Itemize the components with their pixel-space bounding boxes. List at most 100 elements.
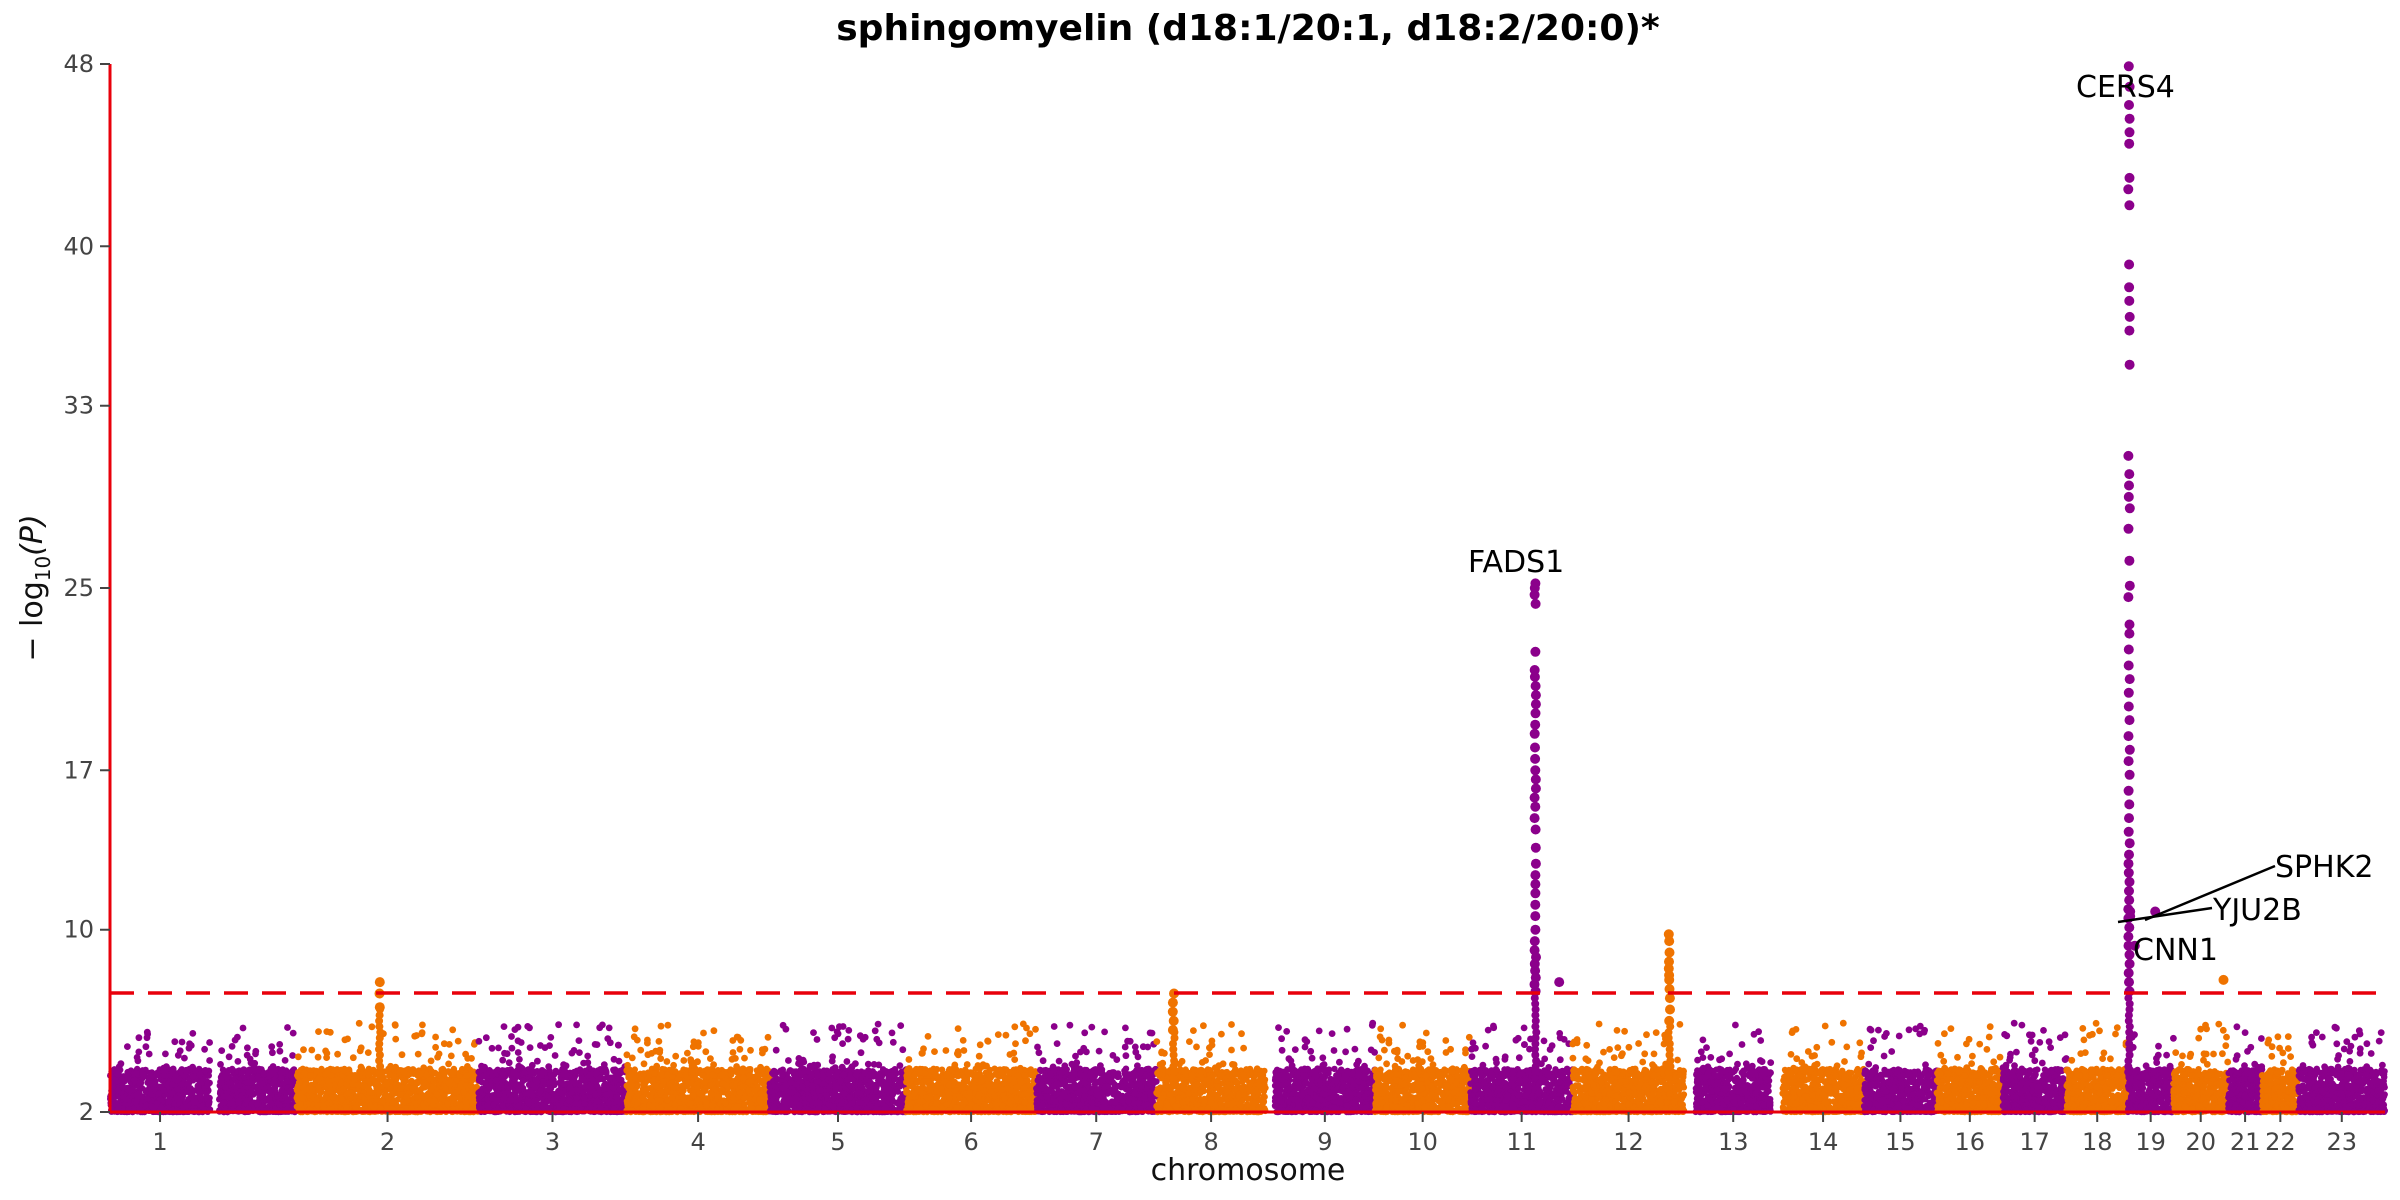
data-point [172, 1072, 179, 1079]
data-point [420, 1079, 428, 1086]
data-point [120, 1084, 127, 1091]
data-point [606, 1075, 613, 1083]
data-point [640, 1060, 648, 1068]
data-point [728, 1055, 736, 1063]
data-point [537, 1042, 544, 1049]
data-point [186, 1040, 194, 1048]
data-point [741, 1100, 748, 1108]
data-point [320, 1096, 327, 1103]
data-point [269, 1049, 276, 1057]
data-point [445, 1041, 453, 1048]
data-point [670, 1061, 677, 1069]
data-point [375, 1090, 383, 1097]
data-point [433, 1091, 441, 1098]
data-point [499, 1056, 507, 1064]
data-point [510, 1079, 517, 1087]
data-point [245, 1089, 253, 1096]
data-point [694, 1085, 701, 1092]
data-point [647, 1084, 654, 1092]
data-point [181, 1054, 188, 1062]
data-point [671, 1068, 679, 1075]
data-point [653, 1062, 661, 1070]
data-point [111, 1079, 118, 1086]
data-point [504, 1082, 511, 1089]
data-point [757, 1063, 764, 1071]
data-point [266, 1088, 273, 1095]
data-point [176, 1047, 184, 1055]
data-point [764, 1033, 772, 1041]
data-point [493, 1088, 501, 1096]
data-point [234, 1058, 242, 1065]
data-point [169, 1081, 176, 1088]
data-point [515, 1062, 523, 1070]
data-point [626, 1075, 634, 1082]
data-point [651, 1070, 658, 1077]
data-point [246, 1079, 253, 1086]
data-point [709, 1102, 716, 1109]
data-point [660, 1078, 667, 1085]
data-point [300, 1046, 307, 1054]
data-point [352, 1104, 360, 1111]
data-point [117, 1060, 125, 1068]
data-point [526, 1044, 534, 1051]
data-point [171, 1038, 179, 1046]
data-point [218, 1077, 225, 1085]
data-point [157, 1096, 164, 1103]
data-point [680, 1096, 687, 1103]
data-point [153, 1069, 161, 1077]
data-point [540, 1078, 547, 1086]
data-point [454, 1037, 462, 1045]
data-point [593, 1098, 600, 1105]
data-point [309, 1086, 316, 1093]
data-point [449, 1026, 457, 1034]
data-point [613, 1093, 620, 1101]
data-point [476, 1088, 484, 1095]
data-point [508, 1033, 515, 1040]
data-point [499, 1102, 506, 1109]
data-point [413, 1093, 420, 1101]
data-point [400, 1068, 408, 1076]
data-point [385, 1096, 392, 1104]
data-point [654, 1096, 661, 1104]
data-point [580, 1094, 588, 1101]
data-point [132, 1070, 140, 1077]
data-point [531, 1097, 538, 1104]
data-point [259, 1080, 266, 1087]
data-point [508, 1044, 516, 1052]
data-point [357, 1044, 365, 1052]
data-point [513, 1072, 521, 1079]
data-point [475, 1094, 483, 1102]
data-point [605, 1024, 613, 1032]
data-point [664, 1071, 672, 1079]
data-point [450, 1094, 457, 1102]
data-point [611, 1085, 618, 1092]
data-point [143, 1028, 151, 1036]
data-point [445, 1060, 452, 1068]
data-point [734, 1074, 742, 1082]
data-point [736, 1089, 744, 1097]
data-point [745, 1087, 752, 1094]
data-point [135, 1034, 143, 1042]
data-point [689, 1043, 697, 1051]
data-point [329, 1094, 336, 1101]
data-point [166, 1098, 173, 1105]
data-point [464, 1092, 472, 1100]
data-point [543, 1098, 550, 1105]
data-point [440, 1070, 448, 1078]
data-point [113, 1068, 121, 1076]
data-point [222, 1084, 229, 1091]
data-point [741, 1054, 748, 1062]
data-point [253, 1101, 261, 1108]
data-point [244, 1044, 251, 1052]
data-point [555, 1021, 562, 1029]
data-point [581, 1100, 588, 1107]
chart-title: sphingomyelin (d18:1/20:1, d18:2/20:0)* [836, 8, 1660, 49]
data-point [605, 1099, 612, 1106]
data-point [728, 1071, 735, 1078]
data-point [201, 1045, 209, 1053]
data-point [432, 1033, 439, 1041]
data-point [239, 1024, 247, 1032]
data-point [308, 1046, 316, 1054]
data-point [600, 1061, 608, 1068]
